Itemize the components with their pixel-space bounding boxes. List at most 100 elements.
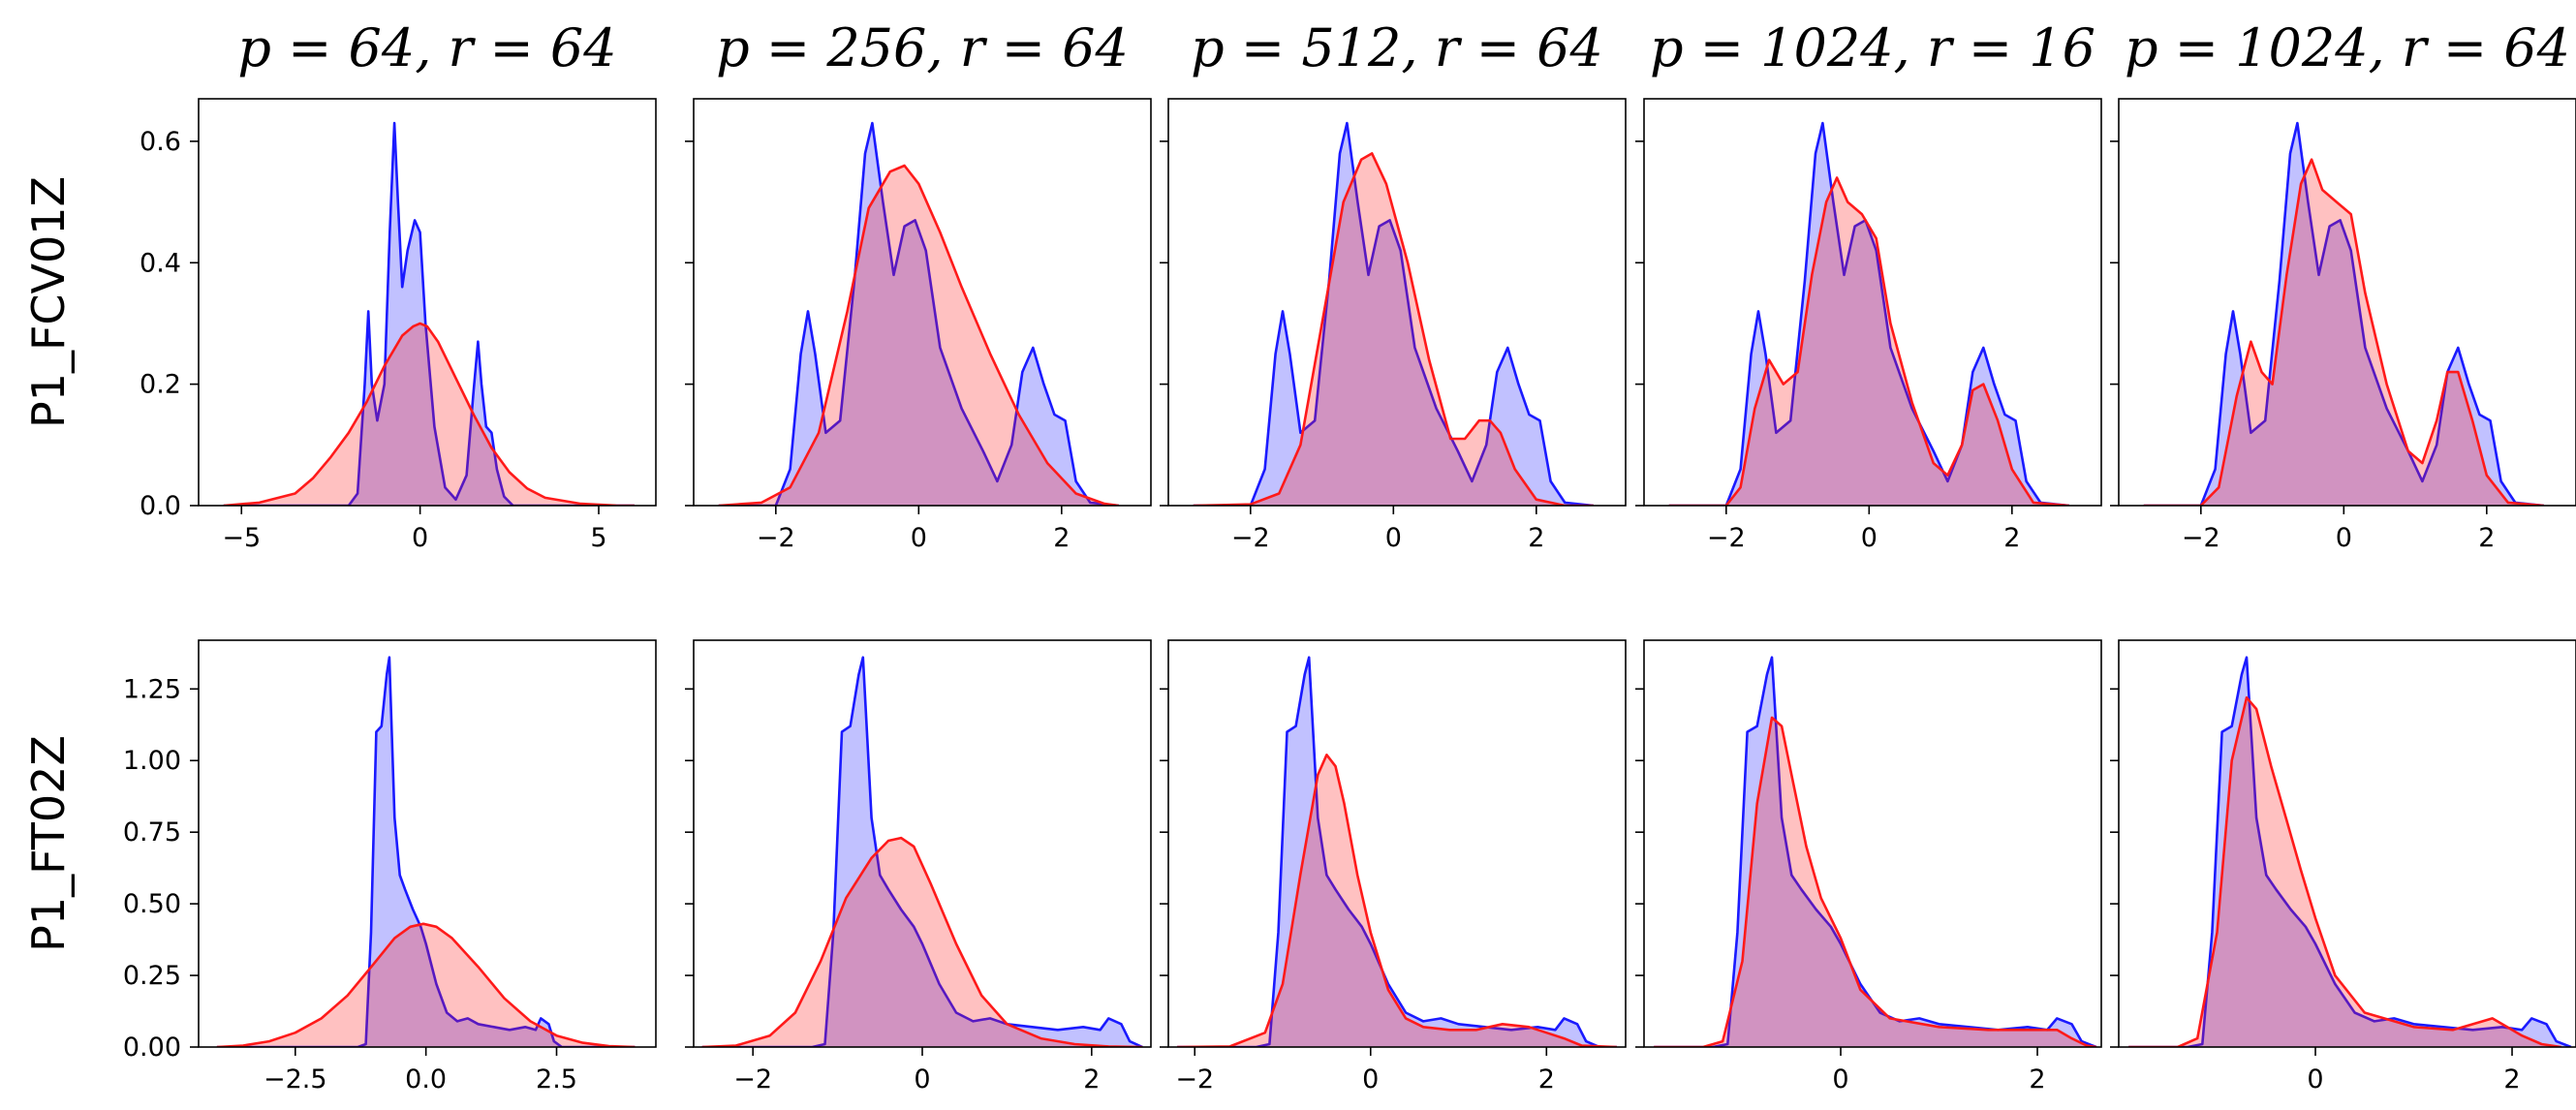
generated-density-fill [223,323,635,506]
column-title: p = 512, r = 64 [1191,17,1603,78]
generated-density-fill [2143,159,2544,506]
x-tick-label: 2 [2478,523,2495,553]
panel-1-1: −2 0 2 [685,639,1152,1095]
y-tick-label: 0.6 [140,127,181,157]
x-tick-label: −2 [733,1064,772,1095]
real-density-fill [2143,123,2544,506]
x-tick-label: 0 [2307,1064,2323,1095]
axes-frame [1643,98,2102,507]
generated-density-fill [216,923,636,1047]
panel-1-2: −2 0 2 [1160,639,1627,1095]
real-density-line [1193,121,1594,506]
real-density-line [216,656,636,1047]
generated-density-line [718,164,1119,506]
plot-area [2143,121,2544,506]
real-density-line [223,121,635,506]
x-tick-label: −5 [222,523,261,553]
x-tick-label: 0 [911,523,927,553]
real-density-line [1177,656,1617,1047]
plot-area [1654,656,2097,1047]
real-density-line [2128,656,2572,1047]
plot-area [216,656,636,1047]
generated-density-line [223,322,635,506]
generated-density-fill [1177,755,1617,1047]
x-tick-label: 0 [1861,523,1878,553]
real-density-line [701,656,1143,1047]
real-density-line [1654,656,2097,1047]
axes-frame [693,98,1152,507]
panel-0-1: −2 0 2 [685,98,1152,553]
x-tick-label: 0 [1362,1064,1379,1095]
x-tick-label: 2 [1083,1064,1100,1095]
column-title: p = 64, r = 64 [237,17,616,78]
generated-density-fill [1193,153,1594,506]
plot-area [1668,121,2069,506]
x-tick-label: −2 [757,523,795,553]
x-tick-label: 0.0 [405,1064,447,1095]
generated-density-fill [718,166,1119,506]
real-density-fill [1193,123,1594,506]
generated-density-line [1177,754,1617,1047]
real-density-line [2143,121,2544,506]
x-tick-label: 0 [2336,523,2352,553]
generated-density-line [1668,176,2069,506]
plot-area [1193,121,1594,506]
plot-area [718,121,1119,506]
panel-0-0: −5 0 5 0.0 0.2 0.4 0.6 [140,98,657,553]
real-density-fill [1177,657,1617,1047]
generated-density-fill [701,838,1143,1047]
x-tick-label: 0 [914,1064,930,1095]
x-tick-label: 2 [2029,1064,2045,1095]
x-tick-label: 0 [412,523,428,553]
y-tick-label: 1.25 [123,674,181,704]
plot-area [701,656,1143,1047]
generated-density-line [701,836,1143,1047]
y-tick-label: 0.25 [123,961,181,991]
row-label: P1_FCV01Z [22,176,75,428]
real-density-fill [223,123,635,506]
axes-frame [2118,98,2576,507]
panel-0-4: −2 0 2 [2110,98,2576,553]
y-tick-label: 0.2 [140,370,181,400]
real-density-fill [2128,657,2571,1047]
x-tick-label: 2 [1538,1064,1555,1095]
x-tick-label: −2 [2182,523,2220,553]
generated-density-line [2143,158,2544,506]
y-tick-label: 0.50 [123,889,181,919]
generated-density-line [2128,695,2561,1047]
y-tick-label: 0.00 [123,1033,181,1063]
panel-1-0: −2.5 0.0 2.5 0.00 0.25 0.50 0.75 1.00 1.25 [123,639,657,1095]
axes-frame [198,98,657,507]
real-density-fill [718,123,1119,506]
generated-density-line [216,922,636,1047]
real-density-fill [1654,657,2096,1047]
real-density-fill [701,657,1143,1047]
axes-frame [1167,639,1627,1048]
plot-area [1177,656,1617,1047]
x-tick-label: 2 [1053,523,1070,553]
y-tick-label: 1.00 [123,746,181,776]
x-tick-label: 2 [2503,1064,2520,1095]
axes-frame [1643,639,2102,1048]
column-title: p = 1024, r = 64 [2125,17,2570,78]
real-density-fill [216,657,636,1047]
real-density-line [718,121,1119,506]
x-tick-label: 0 [1385,523,1402,553]
column-title: p = 256, r = 64 [716,17,1129,78]
panel-0-2: −2 0 2 [1160,98,1627,553]
x-tick-label: 5 [590,523,606,553]
generated-density-fill [1668,177,2069,506]
x-tick-label: 2 [1528,523,1544,553]
column-title: p = 1024, r = 16 [1650,17,2095,78]
generated-density-line [1193,152,1594,506]
axes-frame [1167,98,1627,507]
axes-frame [2118,639,2576,1048]
y-tick-label: 0.0 [140,491,181,521]
x-tick-label: −2.5 [264,1064,327,1095]
y-tick-label: 0.4 [140,248,181,278]
x-tick-label: 2 [2003,523,2020,553]
x-tick-label: −2 [1707,523,1746,553]
